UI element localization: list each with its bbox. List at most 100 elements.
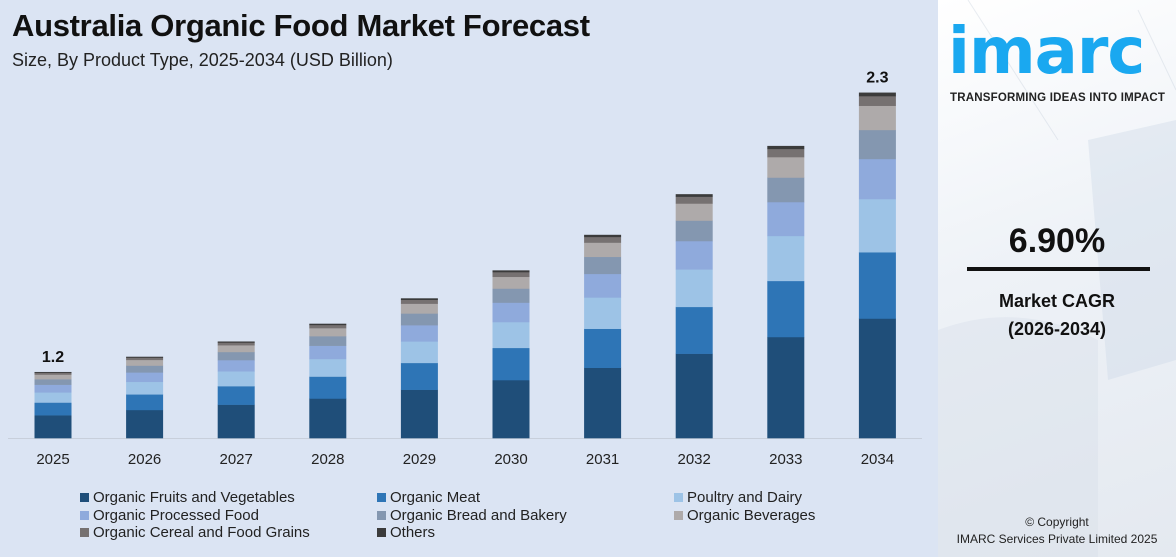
x-tick-label: 2027 xyxy=(220,451,253,468)
x-tick-label: 2025 xyxy=(36,451,69,468)
data-label-2034: 2.3 xyxy=(866,70,888,87)
bar-segment-2028-3 xyxy=(309,345,347,360)
bar-segment-2031-5 xyxy=(584,242,622,258)
cagr-label: Market CAGR (2026-2034) xyxy=(938,287,1176,343)
imarc-logo: imarc xyxy=(948,15,1145,89)
bar-segment-2025-1 xyxy=(34,402,72,416)
x-tick-label: 2034 xyxy=(861,451,894,468)
brand-tagline: TRANSFORMING IDEAS INTO IMPACT xyxy=(950,92,1166,104)
legend-swatch xyxy=(377,493,386,503)
bar-segment-2034-6 xyxy=(858,96,896,106)
data-label-2025: 1.2 xyxy=(42,349,64,366)
bar-segment-2027-5 xyxy=(217,345,255,353)
bar-segment-2033-1 xyxy=(767,280,805,338)
bar-segment-2026-2 xyxy=(126,381,164,395)
legend-swatch xyxy=(80,493,89,503)
bar-segment-2027-0 xyxy=(217,404,255,439)
bar-segment-2028-1 xyxy=(309,376,347,399)
bar-segment-2030-7 xyxy=(492,270,530,273)
bar-segment-2027-3 xyxy=(217,360,255,372)
bar-segment-2032-4 xyxy=(675,220,713,242)
bar-segment-2033-4 xyxy=(767,177,805,203)
background-decoration xyxy=(938,0,1176,557)
bar-segment-2026-4 xyxy=(126,365,164,373)
bar-segment-2025-4 xyxy=(34,379,72,385)
bar-segment-2030-1 xyxy=(492,347,530,381)
bar-segment-2031-3 xyxy=(584,273,622,298)
legend-label: Organic Beverages xyxy=(687,506,816,524)
copyright-company: IMARC Services Private Limited 2025 xyxy=(956,532,1158,546)
bar-segment-2028-4 xyxy=(309,336,347,346)
bar-segment-2031-1 xyxy=(584,328,622,368)
bar-segment-2027-7 xyxy=(217,341,255,343)
bar-segment-2028-5 xyxy=(309,328,347,337)
bar-segment-2027-4 xyxy=(217,351,255,361)
bar-segment-2030-0 xyxy=(492,379,530,439)
brand-panel: imarc TRANSFORMING IDEAS INTO IMPACT 6.9… xyxy=(938,0,1176,557)
bar-segment-2028-2 xyxy=(309,358,347,377)
bar-segment-2029-3 xyxy=(400,325,438,342)
bar-segment-2028-7 xyxy=(309,323,347,326)
bar-segment-2029-2 xyxy=(400,341,438,364)
chart-panel: Australia Organic Food Market Forecast S… xyxy=(8,8,922,542)
bar-segment-2032-2 xyxy=(675,269,713,308)
bar-segment-2034-7 xyxy=(858,92,896,97)
bar-segment-2025-6 xyxy=(34,372,72,375)
copyright-line: © Copyright xyxy=(1025,515,1089,529)
cagr-label-text: Market CAGR xyxy=(998,291,1116,311)
bar-segment-2026-7 xyxy=(126,356,164,358)
bar-segment-2032-7 xyxy=(675,194,713,197)
legend-swatch xyxy=(80,510,89,520)
bar-segment-2032-6 xyxy=(675,196,713,204)
bar-segment-2025-0 xyxy=(34,415,72,439)
bar-segment-2027-6 xyxy=(217,342,255,346)
bar-segment-2030-2 xyxy=(492,321,530,349)
legend-item: Poultry and Dairy xyxy=(674,489,844,507)
bar-segment-2034-4 xyxy=(858,129,896,160)
legend-label: Others xyxy=(390,524,436,541)
x-tick-label: 2028 xyxy=(311,451,344,468)
bar-segment-2032-5 xyxy=(675,203,713,221)
bar-segment-2029-4 xyxy=(400,313,438,326)
bar-segment-2025-3 xyxy=(34,384,72,393)
legend-item: Organic Meat xyxy=(377,489,674,507)
legend-item: Organic Bread and Bakery xyxy=(377,507,674,525)
bar-segment-2033-2 xyxy=(767,235,805,282)
legend-item: Organic Cereal and Food Grains xyxy=(80,524,377,542)
bar-segment-2034-0 xyxy=(858,318,896,439)
bar-segment-2028-0 xyxy=(309,398,347,439)
legend-swatch xyxy=(674,493,683,503)
legend-item: Others xyxy=(377,524,674,542)
legend-swatch xyxy=(377,510,386,520)
bar-segment-2026-0 xyxy=(126,409,164,439)
bar-segment-2033-0 xyxy=(767,336,805,439)
bar-segment-2034-1 xyxy=(858,252,896,319)
legend-swatch xyxy=(377,528,386,538)
x-tick-label: 2026 xyxy=(128,451,161,468)
legend-label: Organic Meat xyxy=(390,489,481,506)
legend-swatch xyxy=(80,528,89,538)
cagr-divider xyxy=(967,267,1150,271)
bar-segment-2033-7 xyxy=(767,145,805,150)
legend-label: Organic Bread and Bakery xyxy=(390,506,567,524)
bar-segment-2025-2 xyxy=(34,392,72,403)
x-tick-label: 2031 xyxy=(586,451,619,468)
x-tick-label: 2033 xyxy=(769,451,802,468)
bar-segment-2032-1 xyxy=(675,306,713,354)
bar-segment-2033-5 xyxy=(767,156,805,178)
legend-label: Organic Processed Food xyxy=(93,506,259,524)
bar-segment-2034-2 xyxy=(858,198,896,253)
bar-segment-2034-5 xyxy=(858,105,896,131)
bar-segment-2028-6 xyxy=(309,324,347,329)
legend-swatch xyxy=(674,510,683,520)
legend-item: Organic Fruits and Vegetables xyxy=(80,489,377,507)
bar-segment-2031-0 xyxy=(584,367,622,439)
bar-segment-2030-3 xyxy=(492,302,530,323)
chart-subtitle: Size, By Product Type, 2025-2034 (USD Bi… xyxy=(12,50,393,70)
bar-segment-2026-5 xyxy=(126,359,164,366)
legend-item: Organic Beverages xyxy=(674,507,844,525)
bar-segment-2029-6 xyxy=(400,299,438,304)
cagr-value: 6.90% xyxy=(1008,222,1106,260)
bar-segment-2033-3 xyxy=(767,201,805,237)
bar-segment-2029-0 xyxy=(400,389,438,439)
